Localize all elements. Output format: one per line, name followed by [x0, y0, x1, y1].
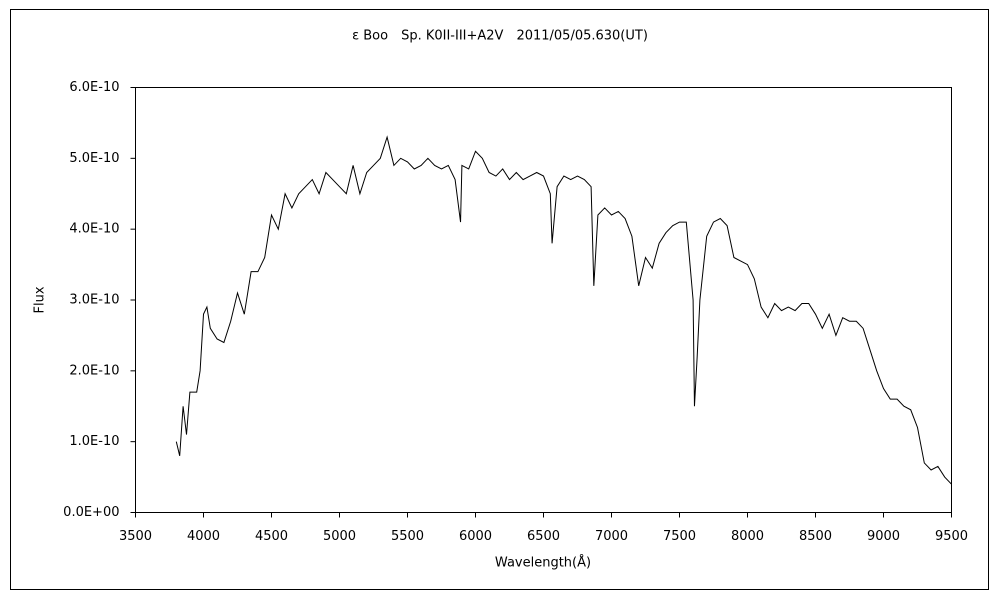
x-tick-label: 7000	[595, 529, 628, 544]
x-tick-label: 9000	[867, 529, 900, 544]
y-tick-label: 1.0E-10	[69, 434, 119, 449]
x-tick-label: 7500	[663, 529, 696, 544]
x-tick-label: 5500	[391, 529, 424, 544]
y-tick-label: 4.0E-10	[69, 222, 119, 237]
chart-title: ε Boo Sp. K0II-III+A2V 2011/05/05.630(UT…	[352, 29, 648, 44]
x-tick-label: 6500	[527, 529, 560, 544]
y-tick-label: 6.0E-10	[69, 80, 119, 95]
x-tick-label: 9500	[935, 529, 968, 544]
y-tick-label: 5.0E-10	[69, 151, 119, 166]
x-tick-label: 5000	[323, 529, 356, 544]
plot-area	[135, 87, 952, 513]
x-tick-label: 8000	[731, 529, 764, 544]
chart-frame	[10, 9, 989, 590]
y-tick-label: 0.0E+00	[63, 505, 119, 520]
y-tick-label: 2.0E-10	[69, 363, 119, 378]
x-tick-label: 6000	[459, 529, 492, 544]
y-axis-label: Flux	[33, 286, 48, 313]
x-tick-label: 8500	[799, 529, 832, 544]
spectrum-line	[175, 135, 952, 485]
x-tick-label: 4000	[187, 529, 220, 544]
x-tick-label: 3500	[119, 529, 152, 544]
y-tick-label: 3.0E-10	[69, 293, 119, 308]
x-tick-label: 4500	[255, 529, 288, 544]
x-axis-label: Wavelength(Å)	[495, 555, 591, 571]
